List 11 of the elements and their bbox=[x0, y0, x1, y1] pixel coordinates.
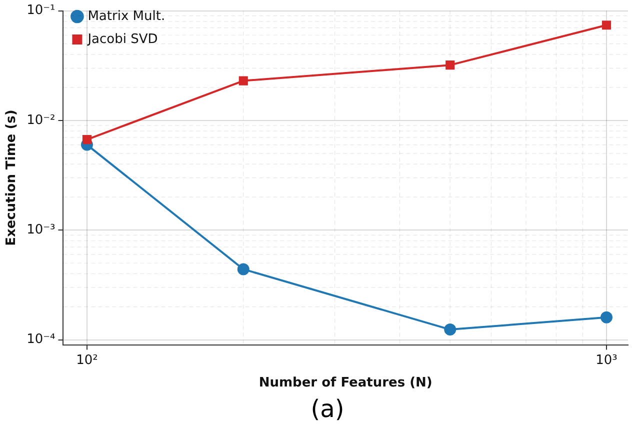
y-tick-label: 10⁻⁴ bbox=[26, 332, 56, 348]
y-tick-label: 10⁻² bbox=[26, 112, 56, 128]
legend-label: Matrix Mult. bbox=[88, 8, 166, 24]
y-tick-label: 10⁻³ bbox=[26, 222, 56, 238]
x-tick-label: 10³ bbox=[596, 352, 618, 368]
legend-label: Jacobi SVD bbox=[86, 32, 158, 47]
y-tick-label: 10⁻¹ bbox=[26, 3, 56, 18]
x-axis-title: Number of Features (N) bbox=[258, 376, 432, 391]
y-axis-title: Execution Time (s) bbox=[4, 110, 20, 246]
text: (a) bbox=[310, 395, 346, 423]
x-tick-label: 10² bbox=[76, 352, 98, 368]
